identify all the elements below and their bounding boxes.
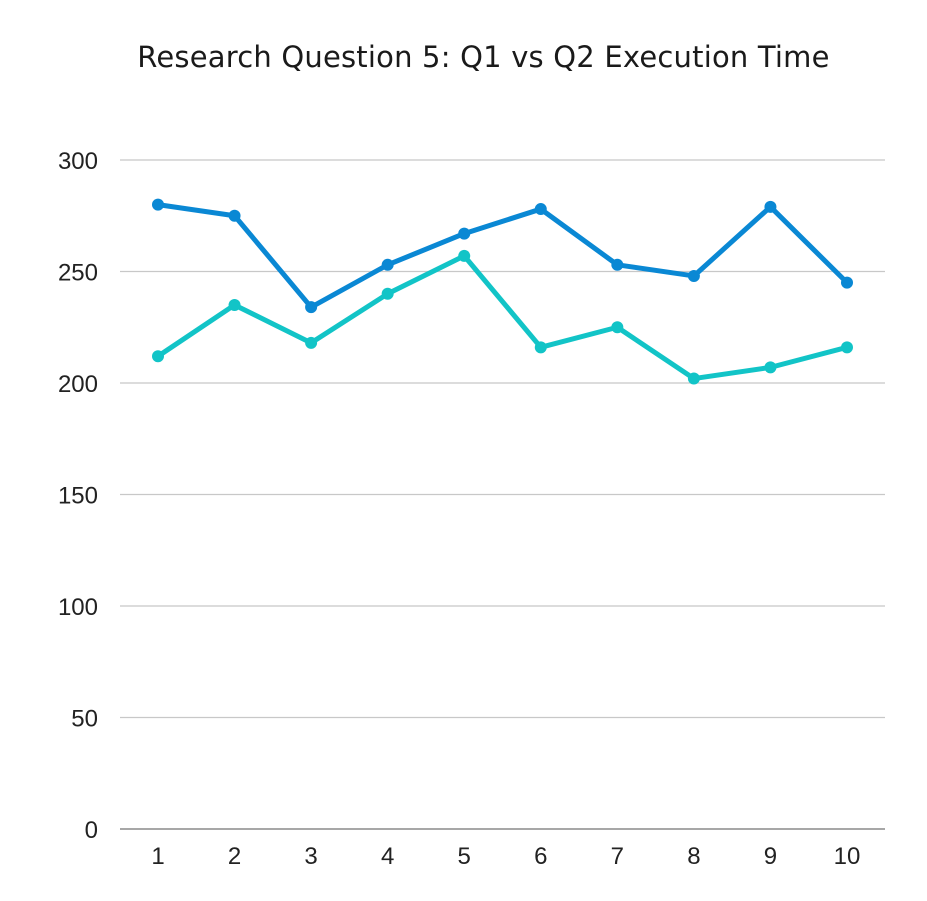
data-point <box>687 269 700 282</box>
x-tick-label: 7 <box>611 843 624 870</box>
chart-title: Research Question 5: Q1 vs Q2 Execution … <box>137 40 830 74</box>
data-point <box>152 198 164 211</box>
data-point <box>611 321 624 334</box>
data-point <box>458 249 471 262</box>
x-tick-label: 3 <box>304 843 317 870</box>
y-tick-label: 150 <box>58 483 98 510</box>
data-point <box>228 209 241 222</box>
data-point <box>305 336 318 349</box>
data-point <box>381 287 394 300</box>
y-tick-label: 300 <box>58 148 98 175</box>
x-axis-ticks: 1 2 3 4 5 6 7 8 9 10 <box>151 843 860 870</box>
y-tick-label: 250 <box>58 260 98 287</box>
y-tick-label: 100 <box>58 594 98 621</box>
series-lines <box>152 198 853 385</box>
x-tick-label: 4 <box>381 843 394 870</box>
y-axis-ticks: 0 50 100 150 200 250 300 <box>58 148 98 844</box>
data-point <box>764 200 777 213</box>
x-tick-label: 10 <box>834 843 861 870</box>
data-point <box>305 301 318 314</box>
x-tick-label: 5 <box>458 843 471 870</box>
x-tick-label: 2 <box>228 843 241 870</box>
data-point <box>534 203 547 216</box>
y-tick-label: 0 <box>85 817 98 844</box>
y-tick-label: 50 <box>71 706 98 733</box>
data-point <box>841 341 853 354</box>
data-point <box>458 227 471 240</box>
data-point <box>764 361 777 374</box>
data-point <box>534 341 547 354</box>
data-point <box>381 258 394 271</box>
x-tick-label: 6 <box>534 843 547 870</box>
x-tick-label: 9 <box>764 843 777 870</box>
series-line <box>155 202 850 310</box>
data-point <box>611 258 624 271</box>
series-1 <box>152 198 853 314</box>
x-tick-label: 8 <box>687 843 700 870</box>
series-line <box>155 253 850 382</box>
x-tick-label: 1 <box>151 843 164 870</box>
y-tick-label: 200 <box>58 371 98 398</box>
data-point <box>228 298 241 311</box>
series-2 <box>152 249 853 385</box>
data-point <box>841 276 853 289</box>
data-point <box>152 350 164 363</box>
data-point <box>687 372 700 385</box>
gridlines <box>120 159 885 830</box>
